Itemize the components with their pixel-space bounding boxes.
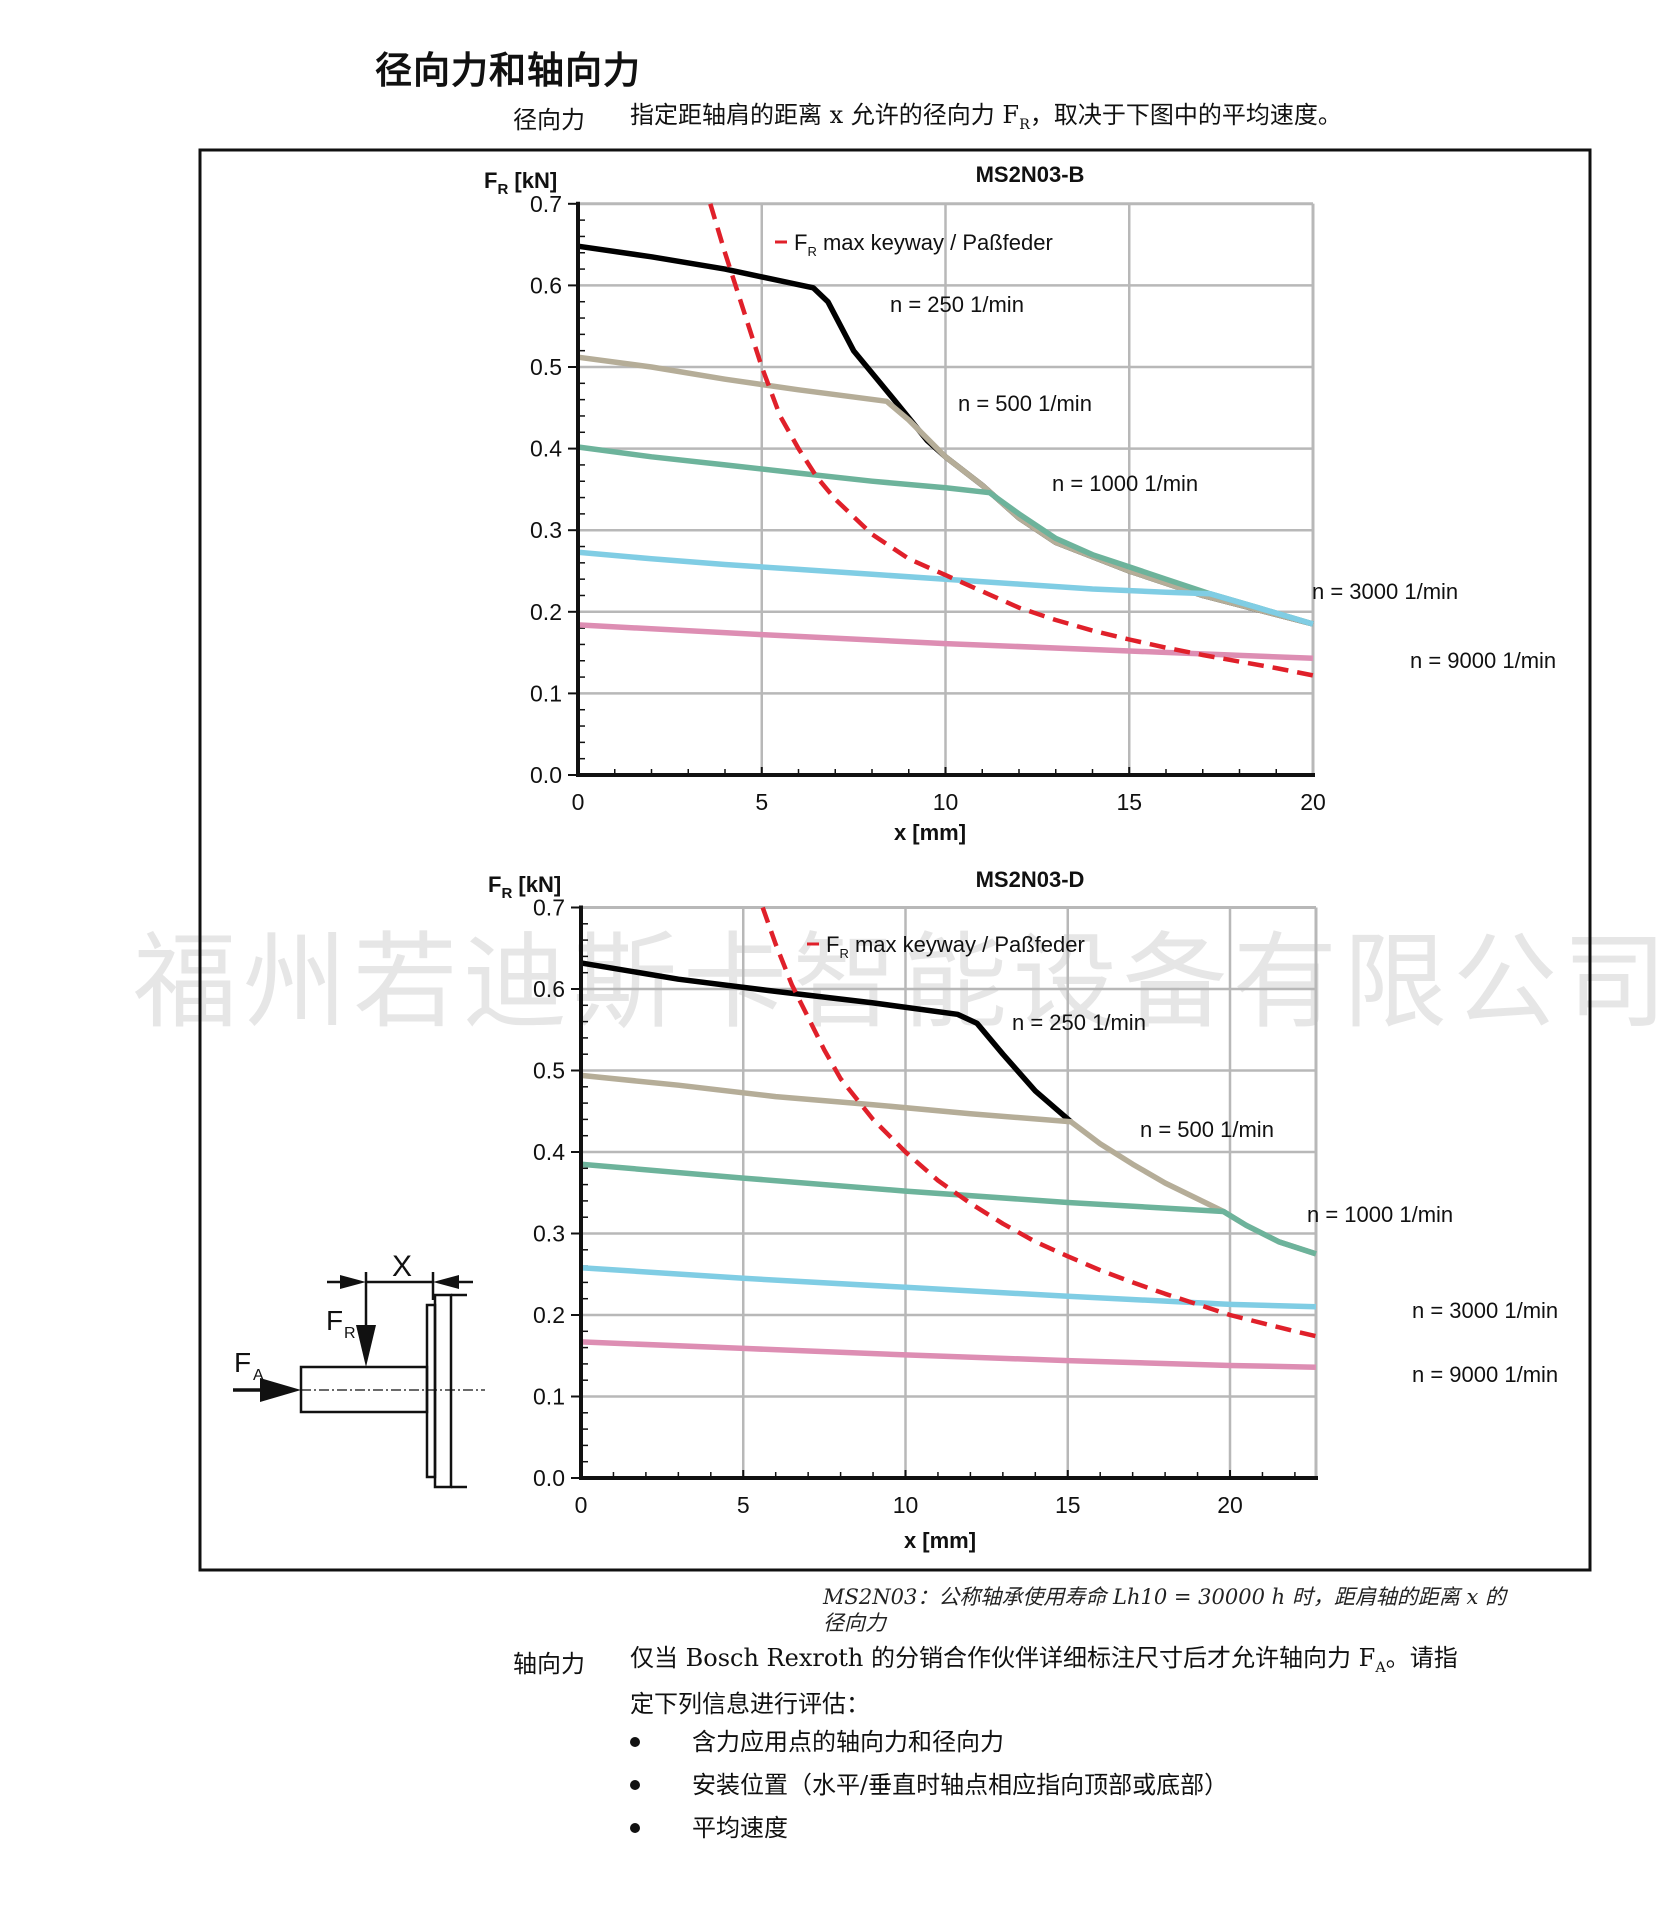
y-tick-label: 0.1: [530, 680, 562, 706]
y-tick-label: 0.5: [530, 354, 562, 380]
x-tick-label: 0: [572, 789, 585, 815]
series-line: [760, 906, 1317, 1339]
radial-force-description: 指定距轴肩的距离 x 允许的径向力 FR，取决于下图中的平均速度。: [630, 97, 1342, 143]
bullet-item: 平均速度: [622, 1806, 1228, 1849]
series-label: n = 250 1/min: [890, 292, 1024, 317]
y-tick-label: 0.0: [530, 762, 562, 788]
series-line: [580, 1161, 1317, 1257]
axial-bullet-list: 含力应用点的轴向力和径向力 安装位置（水平/垂直时轴点相应指向顶部或底部） 平均…: [622, 1720, 1228, 1849]
axial-text-before: 仅当 Bosch Rexroth 的分销合作伙伴详细标注尺寸后才允许轴向力 F: [630, 1644, 1376, 1672]
y-tick-label: 0.2: [530, 599, 562, 625]
series-line: [708, 203, 1314, 678]
chart-ms2n03-d: 0.0 0.1 0.2 0.3 0.4 0.5 0.6 0.7 0 5 10 15 20 n = 250 …: [488, 867, 1558, 1553]
axial-line-1: 仅当 Bosch Rexroth 的分销合作伙伴详细标注尺寸后才允许轴向力 FA…: [630, 1640, 1600, 1686]
series-line: [580, 1339, 1317, 1370]
series-label: n = 9000 1/min: [1412, 1362, 1558, 1387]
series-line: [577, 549, 1314, 627]
radial-text-after: ，取决于下图中的平均速度。: [1029, 101, 1342, 129]
series-line: [577, 622, 1314, 662]
x-tick-label: 15: [1055, 1492, 1081, 1518]
watermark-text: 福州若迪斯卡智能设备有限公司: [133, 921, 1671, 1043]
figure-caption: MS2N03：公称轴承使用寿命 Lh10 = 30000 h 时，距肩轴的距离 …: [823, 1584, 1506, 1636]
chart-title: MS2N03-B: [976, 162, 1085, 187]
diagram-fr-sub: R: [344, 1325, 356, 1342]
x-axis-label: x [mm]: [894, 820, 966, 845]
y-tick-label: 0.3: [530, 517, 562, 543]
figure-border: [198, 148, 1592, 1572]
y-tick-label: 0.3: [533, 1221, 565, 1247]
series-label: n = 1000 1/min: [1307, 1202, 1453, 1227]
diagram-x-label: X: [392, 1250, 412, 1283]
y-tick-label: 0.7: [530, 191, 562, 217]
legend-label: FR max keyway / Paßfeder: [794, 230, 1053, 259]
fr-arrow-head-icon: [356, 1325, 376, 1367]
x-tick-label: 20: [1217, 1492, 1243, 1518]
x-tick-label: 10: [893, 1492, 919, 1518]
bullet-text: 安装位置（水平/垂直时轴点相应指向顶部或底部）: [692, 1770, 1229, 1799]
caption-line-2: 径向力: [823, 1611, 886, 1635]
y-tick-label: 0.2: [533, 1302, 565, 1328]
series-label: n = 250 1/min: [1012, 1010, 1146, 1035]
bullet-icon: [630, 1736, 640, 1747]
axial-line-2: 定下列信息进行评估：: [630, 1689, 870, 1718]
x-tick-label: 5: [737, 1492, 750, 1518]
radial-text-before: 指定距轴肩的距离 x 允许的径向力 F: [630, 101, 1020, 129]
legend-label: FR max keyway / Paßfeder: [826, 932, 1085, 961]
x-tick-label: 20: [1300, 789, 1326, 815]
diagram-fa-label: F: [234, 1347, 251, 1378]
radial-text-sub: R: [1019, 116, 1030, 133]
bullet-text: 平均速度: [692, 1813, 788, 1842]
shaft-diagram: [233, 1272, 485, 1489]
x-tick-label: 0: [575, 1492, 588, 1518]
series-label: n = 9000 1/min: [1410, 648, 1556, 673]
bullet-icon: [630, 1822, 640, 1833]
x-tick-label: 15: [1116, 789, 1142, 815]
page-title: 径向力和轴向力: [375, 49, 641, 92]
y-tick-label: 0.5: [533, 1058, 565, 1084]
bullet-item: 安装位置（水平/垂直时轴点相应指向顶部或底部）: [622, 1763, 1228, 1806]
series-line: [580, 1264, 1317, 1310]
axial-force-description: 仅当 Bosch Rexroth 的分销合作伙伴详细标注尺寸后才允许轴向力 FA…: [630, 1640, 1600, 1722]
series-label: n = 3000 1/min: [1412, 1298, 1558, 1323]
fa-arrow-head-icon: [260, 1378, 301, 1402]
radial-force-label: 径向力: [513, 106, 585, 134]
series-line: [577, 444, 1314, 627]
series-label: n = 3000 1/min: [1312, 579, 1458, 604]
dim-arrow-right-icon: [340, 1275, 366, 1289]
bullet-item: 含力应用点的轴向力和径向力: [622, 1720, 1228, 1763]
diagram-fr-label: F: [326, 1305, 343, 1336]
y-tick-label: 0.4: [530, 436, 562, 462]
y-axis-label: FR [kN]: [484, 168, 557, 198]
chart-ms2n03-b: 0.0 0.1 0.2 0.3 0.4 0.5 0.6 0.7 0 5 10 15 20 n = 250 …: [484, 162, 1556, 845]
series-line: [580, 960, 1073, 1124]
bullet-text: 含力应用点的轴向力和径向力: [692, 1727, 1004, 1756]
x-axis-label: x [mm]: [904, 1528, 976, 1553]
series-label: n = 500 1/min: [958, 391, 1092, 416]
y-tick-label: 0.6: [530, 272, 562, 298]
x-tick-label: 10: [933, 789, 959, 815]
y-tick-label: 0.0: [533, 1465, 565, 1491]
caption-line-1: MS2N03：公称轴承使用寿命 Lh10 = 30000 h 时，距肩轴的距离 …: [823, 1585, 1507, 1609]
x-tick-label: 5: [755, 789, 768, 815]
series-line: [577, 354, 1314, 627]
axial-text-sub: A: [1375, 1659, 1386, 1676]
y-axis-label: FR [kN]: [488, 872, 561, 902]
y-tick-label: 0.7: [533, 895, 565, 921]
bullet-icon: [630, 1779, 640, 1790]
y-tick-label: 0.1: [533, 1384, 565, 1410]
axial-force-label: 轴向力: [513, 1650, 585, 1678]
axial-text-after: 。请指: [1385, 1644, 1458, 1672]
series-line: [580, 1072, 1317, 1257]
y-tick-label: 0.6: [533, 976, 565, 1002]
flange-outer: [433, 1293, 453, 1489]
diagram-fa-sub: A: [253, 1367, 264, 1384]
series-label: n = 1000 1/min: [1052, 471, 1198, 496]
dim-arrow-left-icon: [433, 1275, 459, 1289]
series-label: n = 500 1/min: [1140, 1117, 1274, 1142]
y-tick-label: 0.4: [533, 1139, 565, 1165]
chart-title: MS2N03-D: [976, 867, 1085, 892]
